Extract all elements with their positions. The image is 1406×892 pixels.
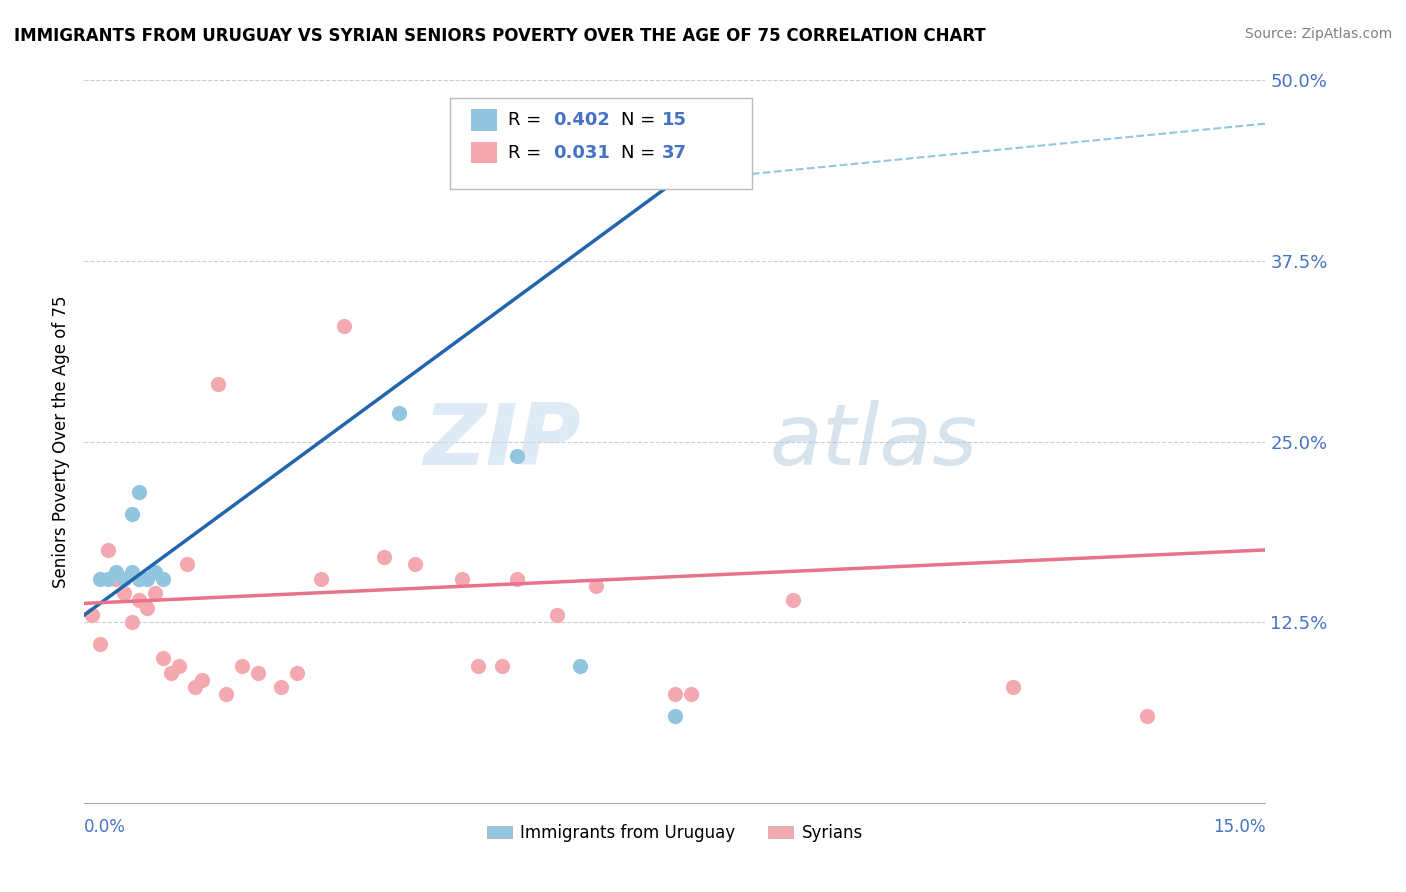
Text: 0.031: 0.031 (553, 144, 610, 161)
Point (136, 600, 159, 615)
Point (207, 376, 229, 391)
Point (333, 318, 356, 333)
Point (467, 658, 489, 673)
Point (373, 550, 395, 565)
Text: N =: N = (620, 111, 661, 129)
Text: IMMIGRANTS FROM URUGUAY VS SYRIAN SENIORS POVERTY OVER THE AGE OF 75 CORRELATION: IMMIGRANTS FROM URUGUAY VS SYRIAN SENIOR… (14, 27, 986, 45)
Point (112, 586, 135, 600)
Text: N =: N = (620, 144, 661, 161)
Point (569, 658, 592, 673)
Point (143, 565, 166, 579)
Point (246, 665, 269, 680)
Point (97, 572, 120, 586)
Point (270, 680, 292, 694)
FancyBboxPatch shape (450, 98, 752, 189)
Point (121, 565, 143, 579)
Point (104, 572, 127, 586)
Text: R =: R = (509, 144, 547, 161)
Point (136, 572, 159, 586)
Point (585, 579, 607, 593)
Text: Source: ZipAtlas.com: Source: ZipAtlas.com (1244, 27, 1392, 41)
Point (1136, 709, 1159, 723)
Point (309, 572, 332, 586)
Point (491, 658, 513, 673)
Point (215, 687, 238, 701)
Point (160, 665, 183, 680)
Point (506, 449, 529, 463)
Point (128, 572, 150, 586)
Text: R =: R = (509, 111, 547, 129)
Point (176, 558, 198, 572)
Legend: Immigrants from Uruguay, Syrians: Immigrants from Uruguay, Syrians (479, 817, 870, 848)
Point (679, 687, 702, 701)
Point (104, 565, 127, 579)
Point (506, 572, 529, 586)
Text: ZIP: ZIP (423, 400, 581, 483)
Point (112, 572, 135, 586)
Point (404, 558, 426, 572)
Text: 0.0%: 0.0% (84, 818, 127, 836)
Text: 0.402: 0.402 (553, 111, 610, 129)
Point (128, 593, 150, 607)
Point (152, 651, 174, 665)
Point (167, 658, 190, 673)
Point (664, 709, 686, 723)
Point (183, 680, 205, 694)
FancyBboxPatch shape (471, 109, 496, 131)
Point (128, 572, 150, 586)
Point (388, 406, 411, 420)
Text: 37: 37 (662, 144, 688, 161)
FancyBboxPatch shape (471, 142, 496, 163)
Text: atlas: atlas (769, 400, 977, 483)
Point (143, 586, 166, 600)
Point (121, 507, 143, 521)
Point (546, 607, 568, 622)
Point (1002, 680, 1025, 694)
Y-axis label: Seniors Poverty Over the Age of 75: Seniors Poverty Over the Age of 75 (52, 295, 70, 588)
Point (152, 572, 174, 586)
Point (191, 673, 214, 687)
Text: 15: 15 (662, 111, 688, 129)
Text: 15.0%: 15.0% (1213, 818, 1265, 836)
Point (128, 485, 150, 500)
Point (97, 542, 120, 557)
Point (285, 665, 308, 680)
Point (82, 607, 104, 622)
Point (782, 593, 804, 607)
Point (451, 572, 474, 586)
Point (89, 637, 111, 651)
Point (664, 687, 686, 701)
Point (121, 615, 143, 630)
Point (89, 572, 111, 586)
Point (231, 658, 253, 673)
